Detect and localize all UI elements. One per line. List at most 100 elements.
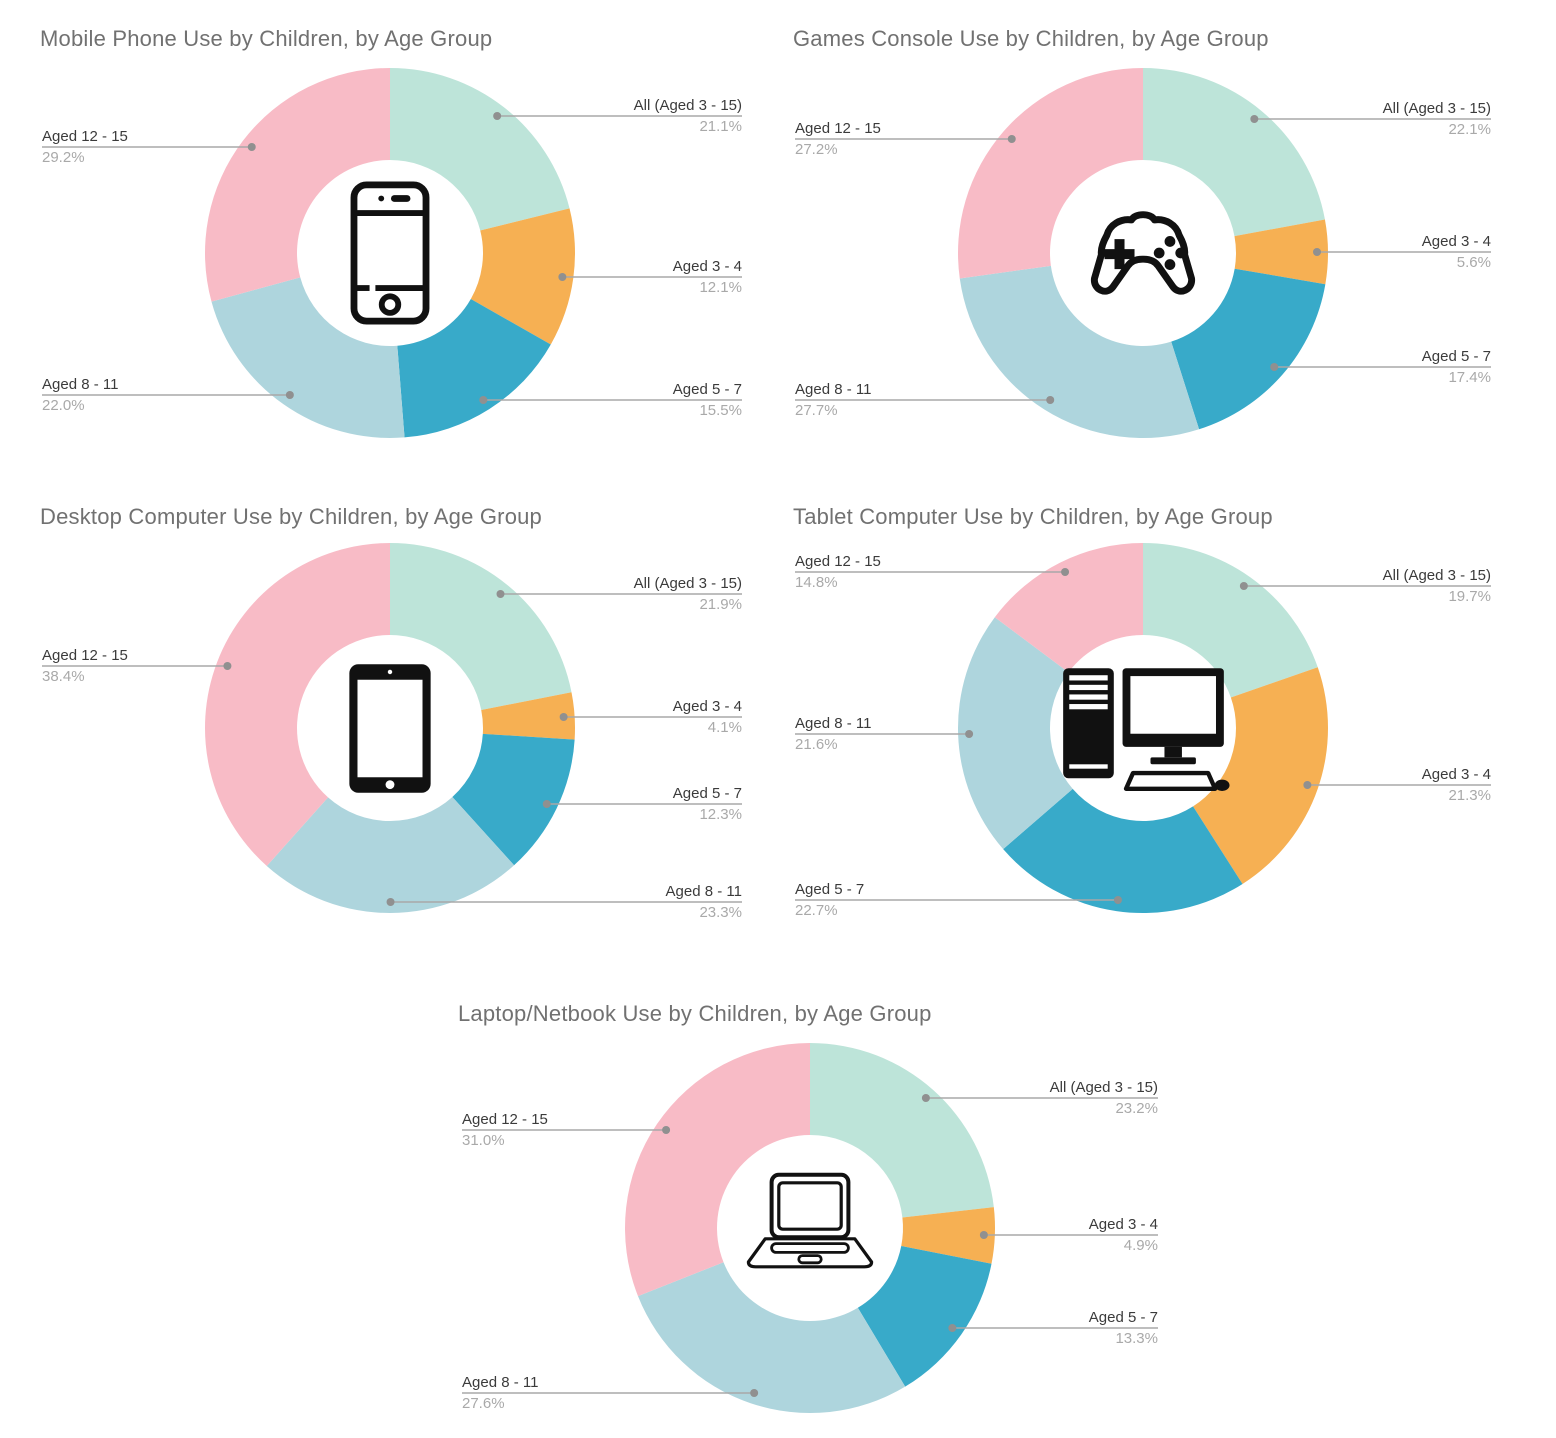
slice-percent-value: 17.4% (1448, 369, 1491, 386)
leader-dot (223, 662, 232, 670)
leader-dot (965, 730, 974, 738)
slice-percent-value: 12.3% (699, 806, 742, 823)
slice-percent-value: 4.9% (1123, 1237, 1158, 1254)
donut-slice-aged-5-7 (1171, 268, 1326, 430)
leader-dot (496, 590, 505, 598)
slice-percent-value: 23.3% (699, 904, 742, 921)
slice-label-all-aged-3-15: All (Aged 3 - 15) 22.1% (1383, 99, 1491, 139)
slice-category-name: All (Aged 3 - 15) (1382, 567, 1491, 584)
slice-percent-value: 21.6% (795, 736, 838, 753)
donut-slice-all-aged-3-15 (1143, 68, 1325, 237)
donut-slice-aged-3-4 (470, 208, 575, 345)
slice-label-aged-8-11: Aged 8 - 11 27.6% (462, 1373, 538, 1413)
slice-label-aged-5-7: Aged 5 - 7 12.3% (673, 784, 742, 824)
slice-percent-value: 21.9% (699, 596, 742, 613)
slice-percent-value: 27.2% (795, 141, 838, 158)
leader-dot (1007, 135, 1016, 143)
slice-category-name: Aged 8 - 11 (795, 715, 872, 732)
slice-percent-value: 12.1% (699, 279, 742, 296)
donut-slice-aged-8-11 (266, 796, 515, 913)
leader-dot (1303, 781, 1312, 789)
leader-dot (542, 800, 551, 808)
slice-percent-value: 4.1% (707, 719, 742, 736)
slice-label-aged-5-7: Aged 5 - 7 22.7% (795, 880, 864, 920)
leader-dot (247, 143, 256, 151)
slice-percent-value: 13.3% (1115, 1330, 1158, 1347)
donut-plot-area (42, 68, 742, 439)
donut-slice-aged-8-11 (959, 265, 1200, 438)
slice-percent-value: 22.1% (1448, 121, 1491, 138)
donut-plot-area (795, 543, 1491, 913)
leader-dot (1113, 896, 1122, 904)
donut-slice-aged-5-7 (452, 733, 575, 866)
slice-label-aged-12-15: Aged 12 - 15 29.2% (42, 127, 128, 167)
slice-category-name: Aged 12 - 15 (42, 128, 128, 145)
desktop-computer-icon (1062, 667, 1230, 791)
slice-category-name: Aged 5 - 7 (1421, 348, 1491, 365)
slice-category-name: Aged 3 - 4 (1421, 766, 1491, 783)
donut-slice-aged-5-7 (1003, 788, 1243, 913)
slice-label-all-aged-3-15: All (Aged 3 - 15) 21.1% (634, 96, 742, 136)
donut-slice-all-aged-3-15 (810, 1043, 994, 1218)
laptop-icon (746, 1172, 874, 1269)
slice-category-name: Aged 8 - 11 (42, 376, 119, 393)
slice-category-name: Aged 3 - 4 (1421, 233, 1491, 250)
donut-slice-aged-12-15 (994, 543, 1143, 673)
chart-laptop-netbook: Laptop/Netbook Use by Children, by Age G… (0, 956, 1556, 1438)
slice-label-all-aged-3-15: All (Aged 3 - 15) 23.2% (1050, 1078, 1158, 1118)
donut-slice-aged-3-4 (1234, 219, 1328, 285)
slice-percent-value: 5.6% (1456, 254, 1491, 271)
slice-category-name: Aged 3 - 4 (672, 698, 742, 715)
slice-label-aged-8-11: Aged 8 - 11 21.6% (795, 714, 871, 754)
chart-title: Desktop Computer Use by Children, by Age… (40, 504, 542, 529)
slice-label-aged-3-4: Aged 3 - 4 5.6% (1422, 232, 1491, 272)
slice-percent-value: 27.6% (462, 1395, 505, 1412)
leader-dot (948, 1324, 957, 1332)
leader-dot (1250, 115, 1259, 123)
donut-slice-aged-3-4 (481, 692, 575, 740)
donut-slice-aged-5-7 (397, 298, 551, 438)
slice-label-all-aged-3-15: All (Aged 3 - 15) 21.9% (634, 574, 742, 614)
slice-category-name: Aged 5 - 7 (795, 881, 865, 898)
slice-category-name: Aged 12 - 15 (795, 553, 881, 570)
donut-slice-aged-12-15 (204, 543, 390, 866)
leader-dot (479, 396, 488, 404)
leader-dot (559, 713, 568, 721)
chart-title: Games Console Use by Children, by Age Gr… (793, 26, 1269, 51)
chart-desktop-computer: Desktop Computer Use by Children, by Age… (0, 478, 778, 956)
chart-title: Tablet Computer Use by Children, by Age … (793, 504, 1273, 529)
donut-slice-aged-8-11 (211, 277, 405, 439)
leader-dot (662, 1126, 671, 1134)
chart-mobile-phone: Mobile Phone Use by Children, by Age Gro… (0, 0, 778, 478)
leader-dot (285, 391, 294, 399)
leader-dot (493, 112, 502, 120)
slice-percent-value: 21.3% (1448, 787, 1491, 804)
slice-label-aged-3-4: Aged 3 - 4 4.9% (1089, 1215, 1158, 1255)
chart-title: Laptop/Netbook Use by Children, by Age G… (458, 1001, 932, 1026)
leader-dot (921, 1094, 930, 1102)
slice-label-aged-8-11: Aged 8 - 11 23.3% (666, 882, 742, 922)
slice-percent-value: 23.2% (1115, 1100, 1158, 1117)
slice-category-name: Aged 8 - 11 (665, 883, 742, 900)
donut-slice-all-aged-3-15 (390, 68, 570, 231)
gamepad-icon (1091, 211, 1195, 295)
slice-category-name: All (Aged 3 - 15) (1049, 1079, 1158, 1096)
slice-label-aged-3-4: Aged 3 - 4 21.3% (1422, 765, 1491, 805)
donut-plot-area (795, 68, 1491, 438)
slice-category-name: Aged 12 - 15 (42, 647, 128, 664)
smartphone-icon (350, 181, 430, 325)
donut-slice-aged-3-4 (901, 1207, 995, 1264)
slice-label-aged-5-7: Aged 5 - 7 13.3% (1089, 1308, 1158, 1348)
slice-category-name: Aged 8 - 11 (462, 1374, 539, 1391)
slice-category-name: Aged 8 - 11 (795, 381, 872, 398)
donut-slice-aged-8-11 (958, 617, 1073, 850)
slice-category-name: Aged 12 - 15 (462, 1111, 548, 1128)
slice-category-name: All (Aged 3 - 15) (633, 97, 742, 114)
donut-slice-all-aged-3-15 (1143, 543, 1318, 698)
slice-percent-value: 29.2% (42, 149, 85, 166)
slice-category-name: Aged 3 - 4 (1088, 1216, 1158, 1233)
leader-dot (558, 273, 567, 281)
slice-percent-value: 38.4% (42, 668, 85, 685)
slice-label-aged-8-11: Aged 8 - 11 27.7% (795, 380, 871, 420)
slice-label-aged-12-15: Aged 12 - 15 31.0% (462, 1110, 548, 1150)
